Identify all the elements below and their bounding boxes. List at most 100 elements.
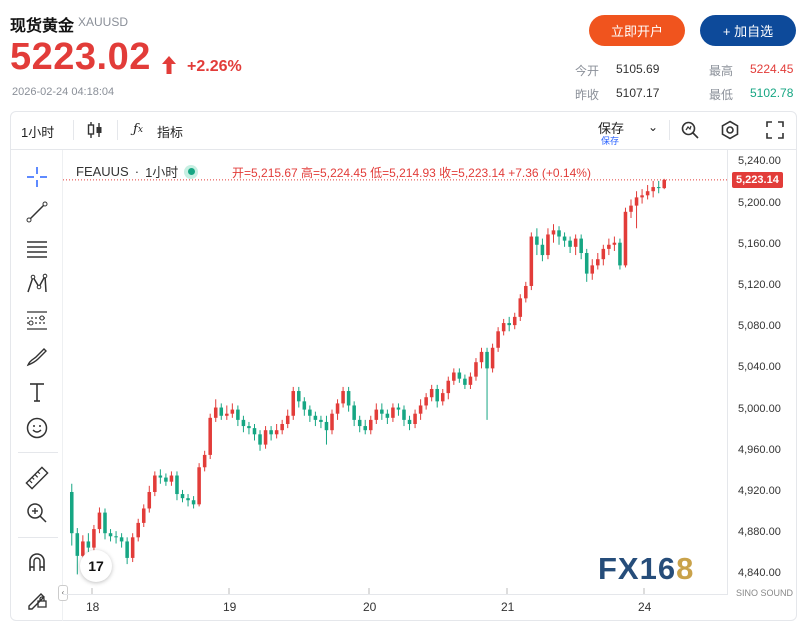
emoji-icon[interactable] — [22, 414, 52, 442]
legend-symbol: FEAUUS — [76, 164, 129, 179]
low-value: 5102.78 — [750, 86, 794, 100]
candle — [546, 228, 550, 260]
horizontal-lines-icon[interactable] — [22, 234, 52, 262]
candle — [424, 393, 428, 410]
candle — [640, 189, 644, 204]
candle — [573, 234, 578, 256]
indicators-button[interactable]: 指标 — [157, 125, 184, 140]
time-tick-label: 20 — [363, 600, 377, 614]
candle — [452, 368, 456, 385]
zoom-in-icon[interactable] — [22, 499, 52, 527]
high-label: 最高 — [709, 64, 734, 78]
fullscreen-icon[interactable] — [766, 121, 784, 139]
legend-dot-separator: · — [134, 164, 140, 179]
candle — [402, 405, 406, 427]
candle — [319, 415, 323, 429]
candle — [69, 483, 74, 546]
candle — [208, 413, 212, 460]
price-up-arrow-icon — [162, 56, 176, 74]
open-account-button[interactable]: 立即开户 — [589, 15, 685, 46]
candle — [584, 248, 589, 282]
candle — [341, 386, 345, 408]
brush-icon[interactable] — [22, 342, 52, 370]
candle — [407, 415, 412, 431]
candle — [269, 426, 273, 441]
crosshair-icon[interactable] — [22, 163, 52, 191]
candle — [474, 358, 478, 381]
candle — [374, 403, 379, 425]
high-value: 5224.45 — [750, 62, 794, 76]
candle — [186, 494, 190, 507]
price-tick-label: 5,040.00 — [738, 361, 781, 374]
magnet-icon[interactable] — [22, 548, 52, 576]
sino-sound-watermark: SINO SOUND — [736, 588, 794, 598]
candle — [280, 419, 284, 435]
quick-search-icon[interactable] — [680, 120, 700, 140]
toolbar-separator — [669, 120, 670, 140]
interval-selector[interactable]: 1小时 — [21, 125, 55, 140]
candle — [479, 347, 484, 369]
candle — [557, 226, 561, 245]
add-watchlist-button[interactable]: + 加自选 — [700, 15, 796, 46]
candlestick-type-icon[interactable] — [86, 121, 104, 139]
price-tick-label: 5,240.00 — [738, 155, 781, 168]
candle — [540, 238, 545, 262]
candle — [457, 368, 462, 383]
candle — [97, 507, 102, 534]
candle — [568, 236, 572, 254]
price-tick-label: 5,160.00 — [738, 237, 781, 250]
candle — [252, 424, 257, 441]
candle — [119, 533, 124, 548]
candle — [601, 244, 606, 266]
candle — [590, 259, 595, 280]
candle — [92, 524, 96, 552]
candle — [524, 281, 528, 303]
candle — [103, 508, 107, 540]
candle — [396, 403, 401, 416]
candle — [230, 403, 235, 418]
candle — [596, 253, 600, 270]
candle — [352, 401, 356, 427]
instrument-symbol: XAUUSD — [78, 15, 129, 29]
time-tick-label: 18 — [86, 600, 100, 614]
price-axis[interactable]: 5,240.00 5,200.00 5,160.00 5,120.00 5,080.00… — [727, 150, 797, 595]
candle — [446, 376, 451, 400]
candle — [241, 415, 246, 433]
save-button[interactable]: 保存 — [598, 121, 625, 136]
candle — [363, 419, 368, 435]
candle — [656, 180, 661, 194]
pattern-tool-icon[interactable] — [22, 270, 52, 298]
candle — [607, 238, 611, 256]
candle — [125, 537, 129, 565]
candle — [263, 426, 268, 449]
price-plot-area[interactable] — [63, 150, 727, 595]
candle — [86, 533, 91, 554]
fibonacci-tool-icon[interactable] — [22, 306, 52, 334]
tradingview-logo-icon[interactable]: 17 — [80, 550, 112, 582]
trend-line-icon[interactable] — [22, 198, 52, 226]
collapse-toolbar-chevron-icon[interactable]: ‹ — [58, 585, 68, 601]
lock-pencil-icon[interactable] — [22, 584, 52, 612]
candle — [507, 316, 511, 332]
save-dropdown-chevron-icon[interactable]: ⌄ — [648, 120, 659, 134]
time-tick-label: 24 — [638, 600, 652, 614]
candle — [274, 424, 279, 439]
candle — [490, 343, 495, 373]
candle — [308, 405, 312, 422]
fx168-watermark: FX168 — [598, 551, 695, 586]
text-tool-icon[interactable] — [22, 378, 52, 406]
candle — [512, 312, 517, 330]
legend-interval: 1小时 — [145, 165, 179, 180]
open-label: 今开 — [575, 64, 600, 78]
candle — [247, 421, 251, 435]
candle — [202, 450, 207, 472]
settings-gear-icon[interactable] — [720, 120, 740, 140]
price-tick-label: 5,120.00 — [738, 278, 781, 291]
candle — [236, 405, 240, 427]
prev-close-label: 昨收 — [575, 88, 600, 102]
candle — [197, 463, 201, 507]
candle — [645, 185, 650, 200]
ruler-icon[interactable] — [22, 464, 52, 492]
toolbar-separator — [18, 452, 58, 453]
